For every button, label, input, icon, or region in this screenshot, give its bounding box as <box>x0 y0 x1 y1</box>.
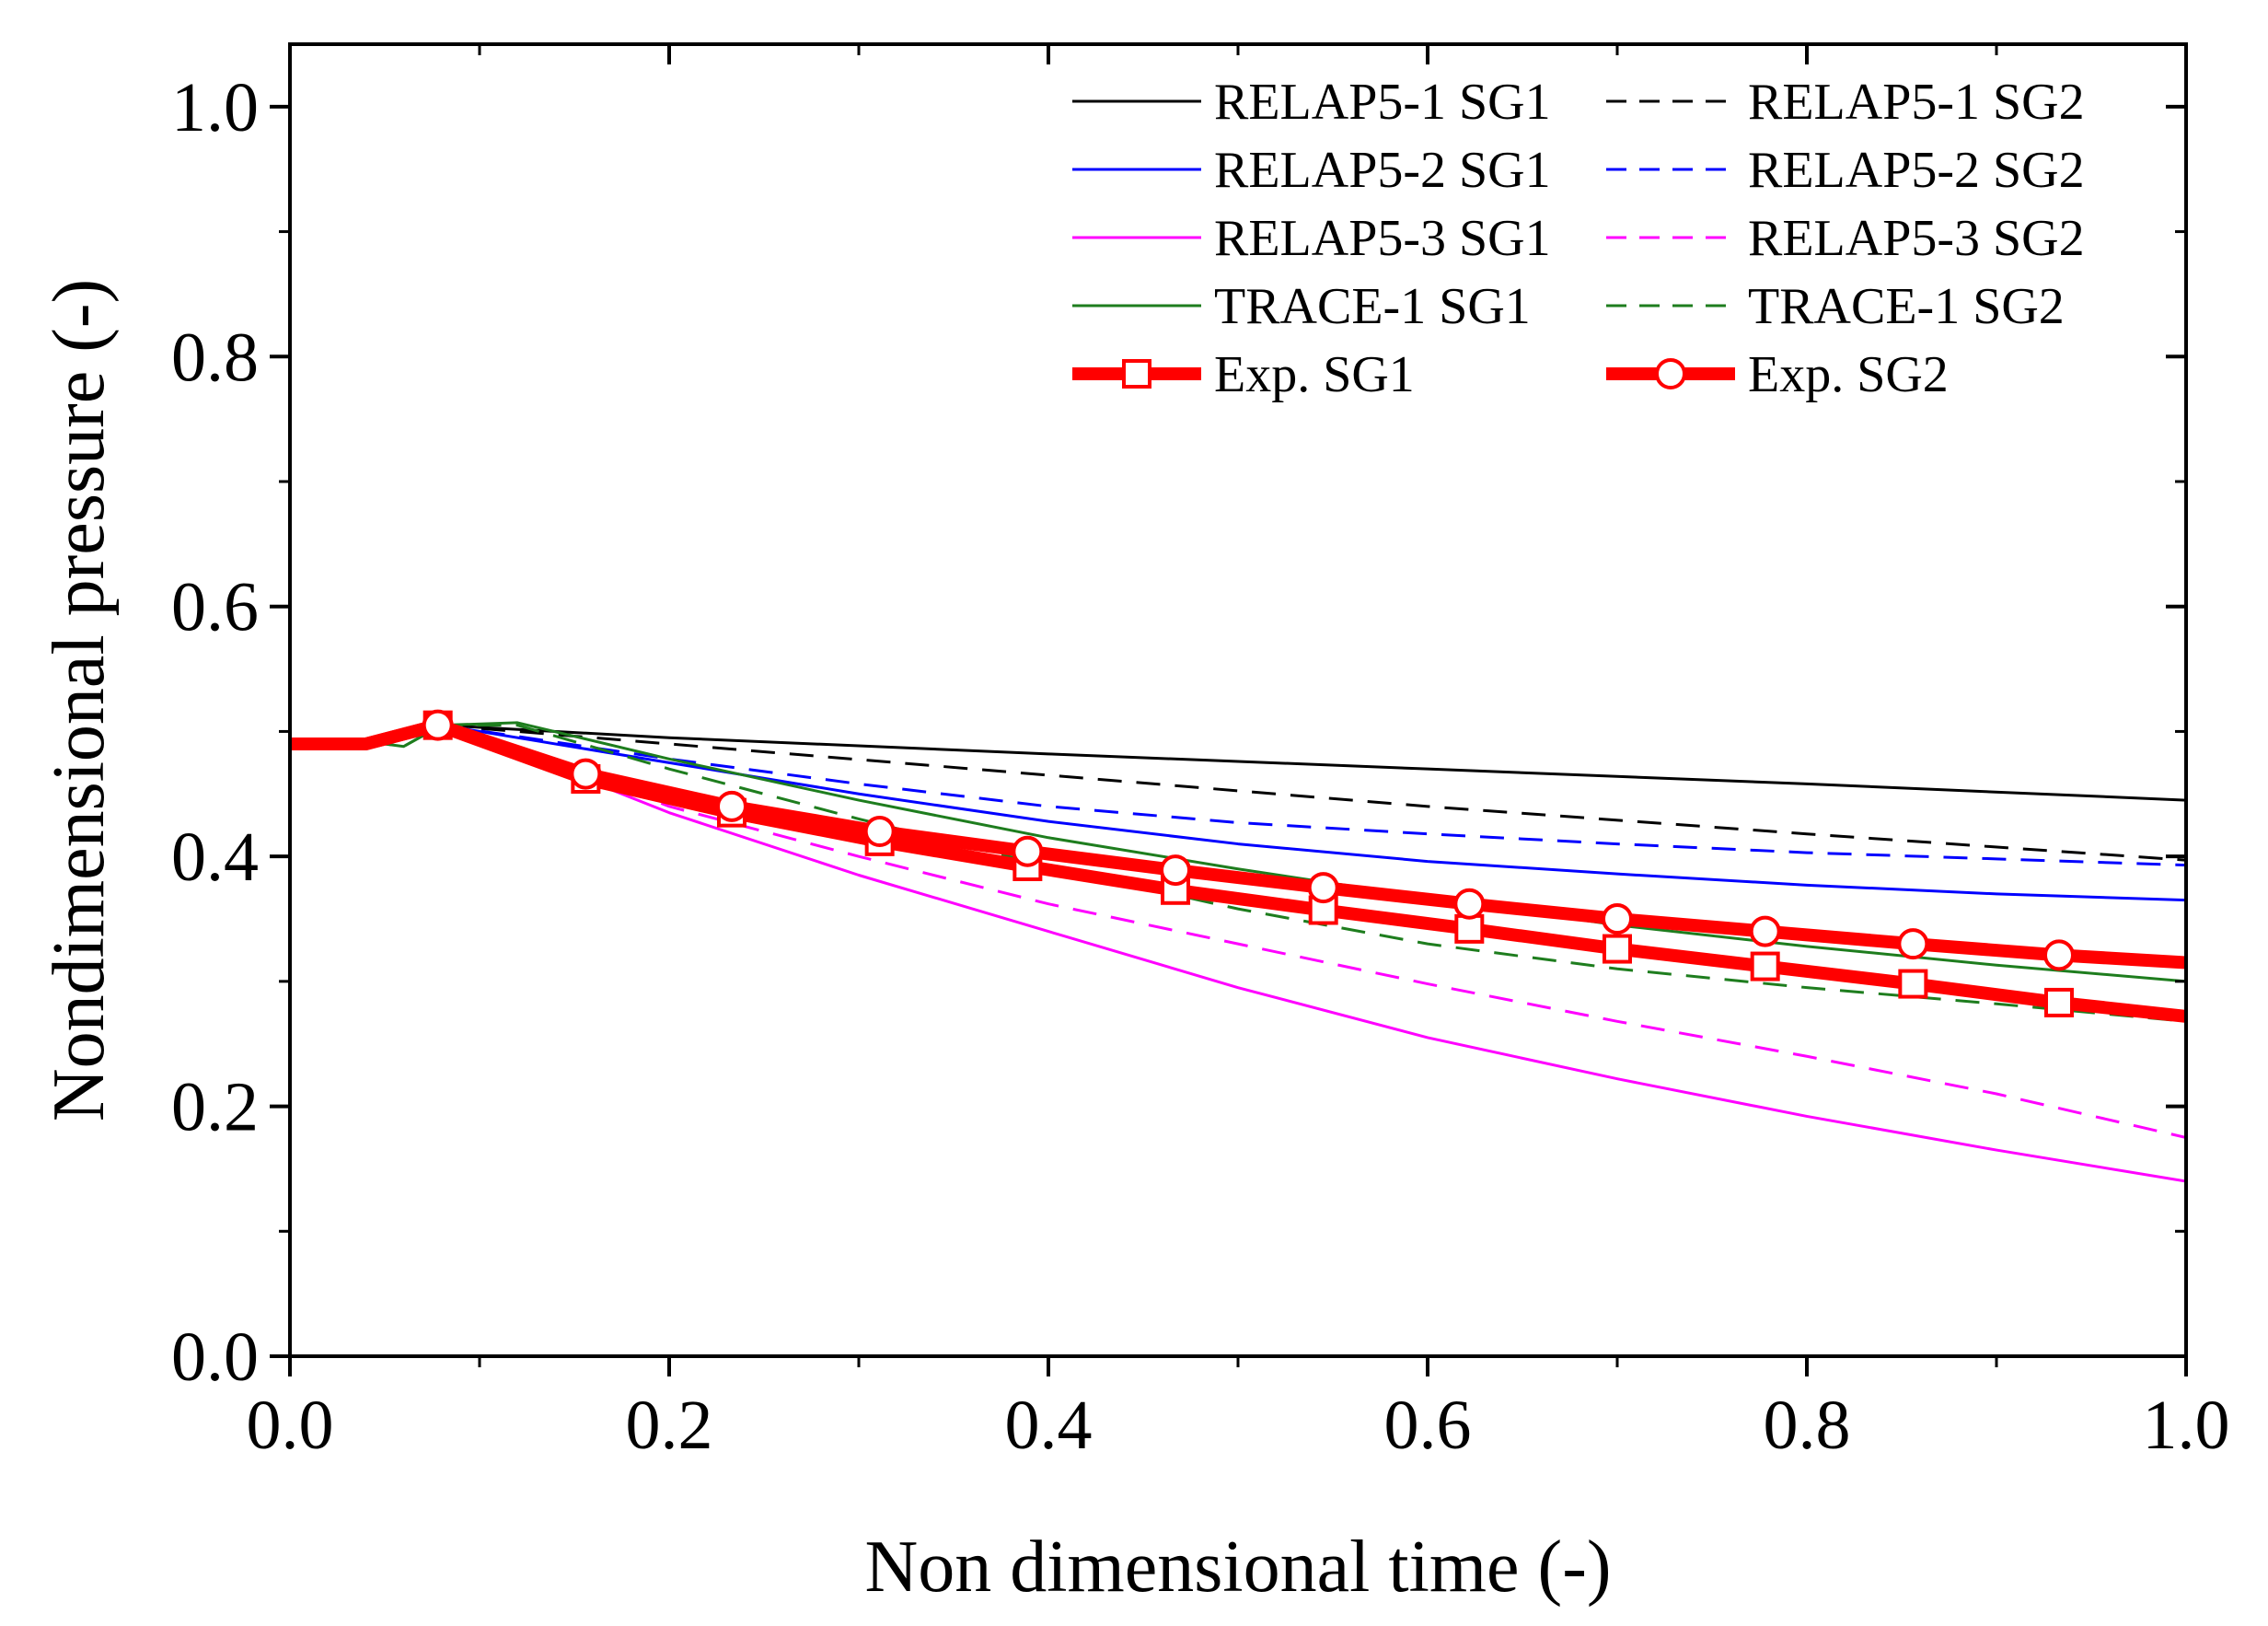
x-tick-label: 1.0 <box>2143 1387 2230 1464</box>
legend-item: RELAP5-3 SG1 <box>1072 210 1551 267</box>
y-tick-label: 0.4 <box>171 819 259 896</box>
data-point <box>1749 915 1781 947</box>
data-point <box>1603 934 1632 964</box>
series-layer <box>290 709 2186 1183</box>
series-trace-1-sg2 <box>290 724 2186 1023</box>
data-point <box>1012 835 1044 867</box>
data-point <box>2042 939 2075 971</box>
legend: RELAP5-1 SG1 RELAP5-1 SG2 RELAP5-2 SG1 RELA… <box>1072 74 2085 403</box>
legend-item: RELAP5-1 SG2 <box>1606 74 2085 131</box>
legend-item: RELAP5-1 SG1 <box>1072 74 1551 131</box>
data-point <box>1750 951 1780 981</box>
data-point <box>422 709 454 741</box>
legend-item: Exp. SG2 <box>1606 346 1949 403</box>
series-relap5-3-sg2 <box>290 724 2186 1139</box>
series-relap5-2-sg2 <box>290 724 2186 867</box>
data-point <box>1453 888 1486 920</box>
data-point <box>1160 854 1192 887</box>
y-axis-title: Nondimensional pressure (-) <box>39 279 120 1121</box>
data-point <box>1602 903 1633 935</box>
y-tick-label: 0.0 <box>171 1318 259 1396</box>
legend-item: TRACE-1 SG2 <box>1606 278 2065 335</box>
legend-item: RELAP5-2 SG1 <box>1072 142 1551 199</box>
x-tick-label: 0.6 <box>1384 1387 1472 1464</box>
legend-label: Exp. SG2 <box>1748 346 1949 403</box>
x-tick-label: 0.8 <box>1764 1387 1851 1464</box>
y-tick-label: 0.2 <box>171 1069 259 1146</box>
y-tick-label: 0.8 <box>171 319 259 396</box>
legend-label: RELAP5-3 SG1 <box>1214 210 1551 267</box>
legend-item: RELAP5-2 SG2 <box>1606 142 2085 199</box>
y-tick-label: 0.6 <box>171 569 259 646</box>
legend-label: RELAP5-3 SG2 <box>1748 210 2085 267</box>
legend-label: TRACE-1 SG1 <box>1214 278 1531 335</box>
data-point <box>570 758 602 790</box>
legend-marker <box>1655 358 1686 389</box>
legend-label: RELAP5-1 SG1 <box>1214 74 1551 131</box>
data-point <box>863 816 896 847</box>
legend-label: TRACE-1 SG2 <box>1748 278 2065 335</box>
x-axis-title: Non dimensional time (-) <box>865 1527 1612 1608</box>
legend-item: Exp. SG1 <box>1072 346 1415 403</box>
legend-item: RELAP5-3 SG2 <box>1606 210 2085 267</box>
x-tick-label: 0.4 <box>1005 1387 1093 1464</box>
legend-marker <box>1122 359 1151 389</box>
data-point <box>1897 928 1929 960</box>
x-tick-label: 0.0 <box>247 1387 334 1464</box>
series-line <box>290 724 2186 867</box>
data-point <box>1898 969 1928 999</box>
legend-label: RELAP5-1 SG2 <box>1748 74 2085 131</box>
series-exp-sg2 <box>290 709 2186 971</box>
series-line <box>290 724 2186 1023</box>
data-point <box>1307 872 1339 904</box>
series-line <box>290 724 2186 1139</box>
x-tick-label: 0.2 <box>626 1387 713 1464</box>
axes-layer: 0.0 0.2 0.4 0.6 0.8 1.0 0.0 0.2 0.4 0.6 0.8 1.0 <box>171 44 2230 1464</box>
data-point <box>715 790 747 822</box>
legend-label: RELAP5-2 SG2 <box>1748 142 2085 199</box>
legend-label: Exp. SG1 <box>1214 346 1415 403</box>
legend-label: RELAP5-2 SG1 <box>1214 142 1551 199</box>
y-tick-label: 1.0 <box>171 69 259 146</box>
data-point <box>1454 913 1485 944</box>
legend-item: TRACE-1 SG1 <box>1072 278 1531 335</box>
data-point <box>2043 987 2074 1017</box>
